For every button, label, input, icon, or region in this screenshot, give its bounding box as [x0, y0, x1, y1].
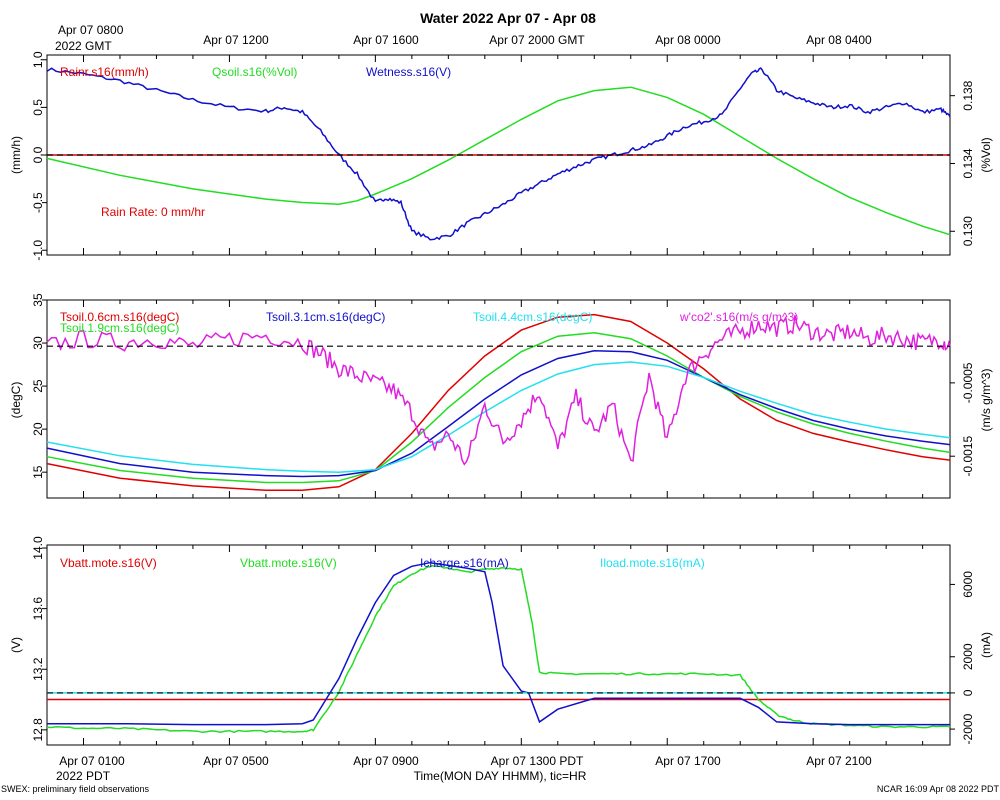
legend-tsoil-3-1: Tsoil.3.1cm.s16(degC) [266, 310, 385, 324]
legend-qsoil: Qsoil.s16(%Vol) [212, 65, 297, 79]
y-tick-label-left: 20 [31, 422, 45, 436]
y-tick-label-left: 35 [31, 293, 45, 307]
soil-panel-frame [46, 299, 951, 499]
y-tick-label-right: 2000 [961, 643, 975, 670]
top-axis-tick-label: Apr 08 0400 [806, 33, 872, 47]
y-tick-label-left: 0.0 [31, 146, 45, 163]
top-axis-first-label: Apr 07 0800 [58, 23, 124, 37]
legend-tsoil-1-9: Tsoil.1.9cm.s16(degC) [60, 321, 179, 335]
series-line [47, 561, 950, 726]
legend-vbatt-red: Vbatt.mote.s16(V) [60, 556, 157, 570]
bottom-axis-tick-label: Apr 07 0900 [353, 754, 419, 768]
legend-wco2: w'co2'.s16(m/s g/m^3) [679, 310, 798, 324]
legend-rainr: Rainr.s16(mm/h) [60, 65, 149, 79]
soil-right-axis-label: (m/s g/m^3) [979, 369, 993, 432]
top-axis-tick-label: Apr 07 1200 [203, 33, 269, 47]
legend-iload: Iload.mote.s16(mA) [600, 556, 705, 570]
legend-vbatt-green: Vbatt.mote.s16(V) [240, 556, 337, 570]
bottom-axis-year: 2022 PDT [56, 769, 111, 783]
legend-icharge: Icharge.s16(mA) [420, 556, 509, 570]
y-tick-label-left: 0.5 [31, 99, 45, 116]
water-right-axis-label: (%Vol) [979, 137, 993, 172]
y-tick-label-left: 1.0 [31, 51, 45, 68]
y-tick-label-left: 12.8 [31, 718, 45, 742]
y-tick-label-left: 25 [31, 379, 45, 393]
y-tick-label-right: -2000 [961, 713, 975, 744]
bottom-axis-tick-label: Apr 07 0100 [59, 754, 125, 768]
series-line [46, 564, 951, 734]
y-tick-label-right: 6000 [961, 571, 975, 598]
series-line [46, 67, 951, 241]
y-tick-label-left: 13.6 [31, 597, 45, 621]
soil-temperature-panel: 35 30 25 20 15 -0.0005 -0.0015 (degC) (m/s g/m^3… [9, 293, 993, 499]
legend-tsoil-4-4: Tsoil.4.4cm.s16(degC) [473, 310, 592, 324]
bottom-axis-tick-label: Apr 07 0500 [203, 754, 269, 768]
bottom-axis-tick-label: Apr 07 2100 [806, 754, 872, 768]
y-tick-label-left: 14.0 [31, 536, 45, 560]
power-panel-frame [46, 544, 951, 746]
bottom-axis-tick-label: Apr 07 1300 PDT [491, 754, 584, 768]
rain-rate-annotation: Rain Rate: 0 mm/hr [101, 205, 205, 219]
power-panel: 14.0 13.6 13.2 12.8 6000 2000 0 -2000 (V) (mA) Vba… [9, 536, 993, 746]
y-tick-label-right: 0 [961, 689, 975, 696]
y-tick-label-left: 15 [31, 465, 45, 479]
series-line [46, 350, 951, 478]
top-axis-first-year: 2022 GMT [55, 39, 112, 53]
y-tick-label-right: 0.134 [961, 148, 975, 178]
top-axis-tick-label: Apr 07 1600 [353, 33, 419, 47]
water-panel: 1.0 0.5 0.0 -0.5 -1.0 0.130 0.134 0.138 (mm/h) (%… [9, 51, 993, 260]
legend-wetness: Wetness.s16(V) [366, 65, 451, 79]
bottom-axis-tick-label: Apr 07 1700 [655, 754, 721, 768]
y-tick-label-right: -0.0005 [961, 362, 975, 403]
series-line [46, 86, 951, 236]
y-tick-label-left: 13.2 [31, 657, 45, 681]
top-axis-tick-label: Apr 08 0000 [655, 33, 721, 47]
y-tick-label-left: -0.5 [31, 192, 45, 213]
y-tick-label-left: 30 [31, 336, 45, 350]
y-tick-label-left: -1.0 [31, 240, 45, 261]
y-tick-label-right: 0.138 [961, 80, 975, 110]
legend-tsoil-0-6: Tsoil.0.6cm.s16(degC) [60, 310, 179, 324]
series-line [46, 315, 951, 466]
water-left-axis-label: (mm/h) [9, 136, 23, 174]
x-axis-label: Time(MON DAY HHMM), tic=HR [414, 769, 587, 783]
series-line [46, 331, 951, 484]
chart-title: Water 2022 Apr 07 - Apr 08 [420, 10, 596, 26]
soil-left-axis-label: (degC) [9, 382, 23, 419]
series-line [46, 313, 951, 492]
power-right-axis-label: (mA) [979, 632, 993, 658]
top-axis-tick-label: Apr 07 2000 GMT [489, 33, 585, 47]
y-tick-label-right: -0.0015 [961, 436, 975, 477]
y-tick-label-right: 0.130 [961, 216, 975, 246]
footer-right: NCAR 16:09 Apr 08 2022 PDT [877, 784, 1000, 794]
footer-left: SWEX: preliminary field observations [1, 784, 150, 794]
series-line [46, 361, 951, 473]
power-left-axis-label: (V) [9, 637, 23, 653]
